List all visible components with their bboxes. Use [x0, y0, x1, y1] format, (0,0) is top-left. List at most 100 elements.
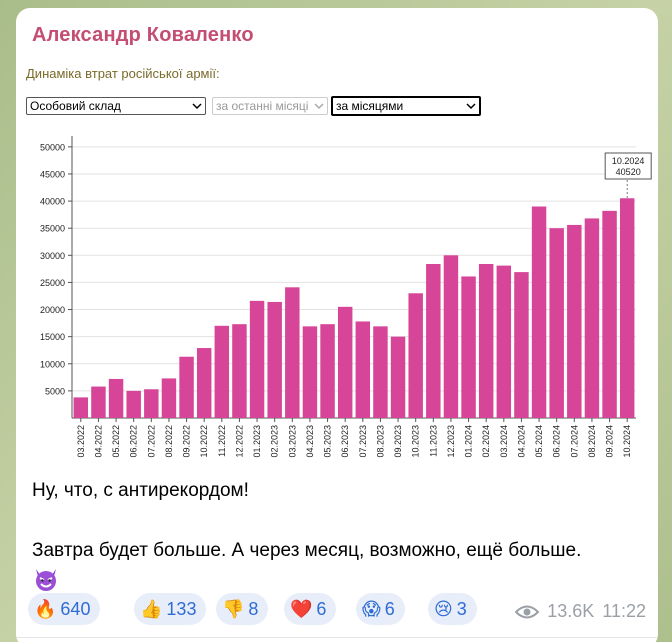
x-tick-label: 10.2022	[199, 425, 209, 458]
x-tick-label: 11.2022	[217, 425, 227, 457]
y-tick-label: 50000	[40, 142, 65, 152]
x-tick-label: 04.2024	[516, 425, 526, 458]
x-tick-label: 03.2024	[499, 425, 509, 458]
x-tick-label: 10.2023	[411, 425, 421, 458]
x-tick-label: 07.2023	[358, 425, 368, 458]
message-bubble: Александр Коваленко Динаміка втрат росій…	[16, 8, 658, 642]
x-tick-label: 05.2023	[323, 425, 333, 458]
reaction-chip[interactable]: 🔥 640	[28, 593, 101, 625]
bar	[320, 324, 335, 418]
bar	[461, 276, 476, 418]
x-tick-label: 12.2023	[446, 425, 456, 458]
x-tick-label: 05.2024	[534, 425, 544, 458]
reaction-chip[interactable]: ❤️ 6	[284, 593, 337, 625]
message-time: 11:22	[602, 601, 646, 621]
bar	[337, 306, 353, 418]
x-tick-label: 12.2022	[234, 425, 244, 458]
reaction-count: 6	[384, 598, 395, 619]
bar	[249, 300, 265, 418]
x-tick-label: 02.2024	[481, 425, 491, 458]
x-tick-label: 06.2024	[552, 425, 562, 458]
bar	[302, 326, 318, 418]
category-select-value: Особовий склад	[30, 99, 121, 113]
x-tick-label: 06.2023	[340, 425, 350, 458]
thumbs-down-icon: 👎	[222, 598, 245, 619]
screaming-face-icon: 😱	[362, 598, 381, 619]
bubble-bottom-divider	[16, 637, 658, 642]
reaction-count: 640	[60, 598, 91, 619]
reaction-chip[interactable]: 😱 6	[356, 593, 405, 625]
bar	[355, 321, 371, 418]
smiling-devil-icon	[36, 569, 56, 591]
view-count: 13.6K	[547, 601, 595, 621]
author-name[interactable]: Александр Коваленко	[32, 24, 254, 46]
embed-title: Динаміка втрат російської армії:	[26, 66, 220, 81]
bar	[214, 325, 230, 418]
bar	[408, 293, 423, 418]
bar	[161, 378, 177, 418]
grouping-select-value: за місяцями	[336, 99, 404, 113]
reaction-chip[interactable]: 👍 133	[134, 593, 207, 625]
bar	[584, 218, 600, 418]
reaction-count: 8	[248, 598, 259, 619]
fire-icon: 🔥	[34, 598, 57, 619]
x-tick-label: 09.2024	[605, 425, 615, 458]
x-tick-label: 01.2023	[252, 425, 262, 458]
reaction-chip[interactable]: 😢 3	[428, 593, 477, 625]
x-tick-label: 08.2022	[164, 425, 174, 458]
bar	[478, 263, 494, 418]
bar	[73, 397, 89, 418]
message-meta: 13.6K 11:22	[515, 601, 646, 622]
bar	[232, 324, 247, 418]
x-tick-label: 07.2024	[569, 425, 579, 458]
bar	[443, 255, 459, 418]
grouping-select[interactable]: за місяцями	[331, 96, 481, 116]
y-tick-label: 35000	[40, 224, 65, 234]
x-tick-label: 07.2022	[146, 425, 156, 458]
reaction-chip[interactable]: 👎 8	[216, 593, 269, 625]
bar	[531, 206, 547, 418]
y-tick-label: 10000	[40, 359, 65, 369]
x-tick-label: 11.2023	[428, 425, 438, 457]
bar	[91, 386, 106, 418]
thumbs-up-icon: 👍	[140, 598, 163, 619]
x-tick-label: 08.2024	[587, 425, 597, 458]
bar	[126, 390, 141, 418]
y-tick-label: 20000	[40, 305, 65, 315]
x-tick-label: 09.2023	[393, 425, 403, 458]
y-tick-label: 5000	[45, 386, 65, 396]
x-tick-label: 03.2022	[76, 425, 86, 458]
eye-icon	[515, 605, 540, 618]
bar	[196, 348, 212, 418]
post-text-line-2: Завтра будет больше. А через месяц, возм…	[32, 540, 582, 561]
x-tick-label: 04.2022	[93, 425, 103, 458]
bar	[285, 287, 300, 418]
heart-icon: ❤️	[290, 598, 313, 619]
category-select[interactable]: Особовий склад	[26, 97, 206, 115]
bar	[390, 336, 406, 418]
x-tick-label: 06.2022	[129, 425, 139, 458]
x-tick-label: 09.2022	[182, 425, 192, 458]
bar	[602, 210, 617, 418]
tooltip-box	[604, 152, 652, 180]
bar	[144, 389, 159, 418]
x-tick-label: 04.2023	[305, 425, 315, 458]
chevron-down-icon	[466, 103, 476, 110]
chevron-down-icon	[314, 103, 324, 110]
bar	[496, 265, 512, 418]
reaction-count: 3	[456, 598, 467, 619]
y-tick-label: 30000	[40, 251, 65, 261]
period-select[interactable]: за останні місяці	[212, 97, 328, 115]
y-tick-label: 40000	[40, 197, 65, 207]
tooltip-value: 40520	[616, 167, 641, 177]
crying-face-icon: 😢	[434, 598, 453, 619]
reaction-count: 133	[166, 598, 197, 619]
x-tick-label: 01.2024	[464, 425, 474, 458]
bar	[179, 356, 194, 418]
chevron-down-icon	[192, 103, 202, 110]
x-tick-label: 05.2022	[111, 425, 121, 458]
bar	[426, 263, 441, 418]
y-tick-label: 45000	[40, 169, 65, 179]
tooltip-label: 10.2024	[612, 156, 645, 166]
y-tick-label: 15000	[40, 332, 65, 342]
